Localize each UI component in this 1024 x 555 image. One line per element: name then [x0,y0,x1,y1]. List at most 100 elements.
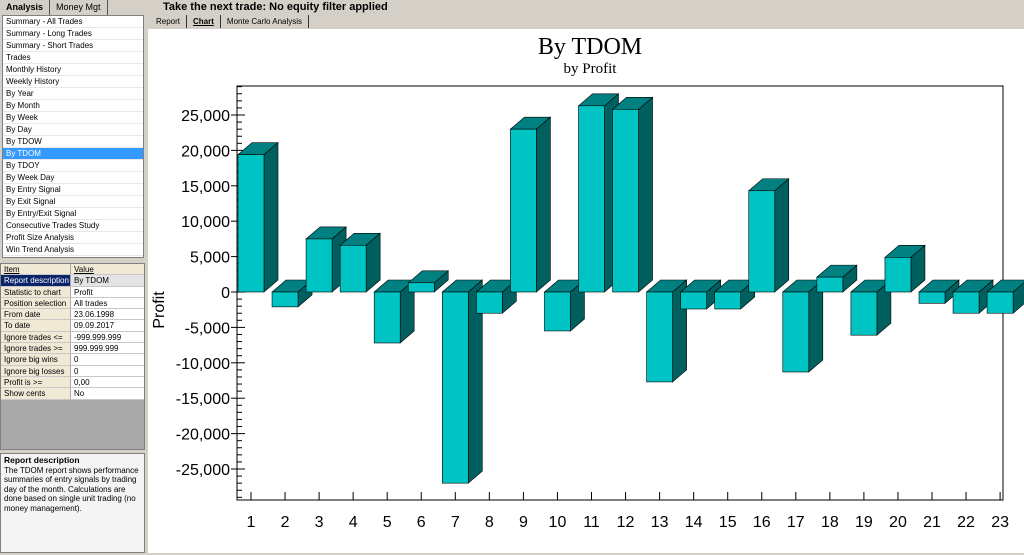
bar-side [263,141,279,293]
property-value[interactable]: -999.999.999 [71,331,144,343]
bar [748,190,776,293]
x-tick-label: 1 [247,514,256,531]
property-value[interactable]: 09.09.2017 [71,320,144,331]
chart-title: By TDOM [538,34,642,60]
property-value[interactable]: 0,00 [71,376,144,388]
bar [510,128,537,293]
y-tick-label: -15,000 [176,391,230,408]
description-title: Report description [4,455,80,465]
report-list[interactable]: Summary - All Trades Summary - Long Trade… [2,15,144,258]
nav-item[interactable]: Summary - Long Trades [3,28,143,40]
property-row[interactable]: Position selection All trades [1,297,144,310]
property-value[interactable]: 23.06.1998 [71,309,144,320]
nav-item[interactable]: Summary - All Trades [3,16,143,28]
nav-item[interactable]: By Month [3,100,143,112]
nav-item[interactable]: Trades [3,52,143,64]
y-tick-label: -25,000 [176,462,230,479]
nav-item[interactable]: Summary - Short Trades [3,40,143,52]
y-axis-label: Profit [151,291,168,329]
property-value[interactable]: All trades [71,297,144,309]
property-value[interactable]: Profit [71,286,144,297]
nav-item[interactable]: By TDOW [3,136,143,148]
x-tick-label: 22 [957,514,975,531]
x-tick-label: 11 [583,514,600,531]
grid-header: Item Value [1,264,144,276]
property-row[interactable]: Report description By TDOM [1,275,144,287]
property-row[interactable]: From date 23.06.1998 [1,309,144,321]
tab-report[interactable]: Report [150,15,188,28]
report-description-panel: Report description The TDOM report shows… [0,453,145,553]
nav-item[interactable]: By Entry/Exit Signal [3,208,143,220]
property-row[interactable]: Ignore trades >= 999.999.999 [1,343,144,355]
y-tick-label: -5,000 [185,320,230,337]
tab-monte-carlo-analysis[interactable]: Monte Carlo Analysis [221,15,310,28]
property-row[interactable]: To date 09.09.2017 [1,320,144,332]
property-value[interactable]: 0 [71,365,144,376]
property-name: From date [1,309,71,320]
property-row[interactable]: Statistic to chart Profit [1,286,144,298]
x-tick-label: 9 [519,514,528,531]
bar [237,154,265,293]
y-tick-label: 20,000 [181,143,230,160]
nav-item[interactable]: By Exit Signal [3,196,143,208]
header-item[interactable]: Item [1,264,71,275]
x-tick-label: 4 [349,514,358,531]
bar [612,109,639,293]
property-value[interactable]: No [71,388,144,399]
property-name: Statistic to chart [1,286,71,297]
tab-chart[interactable]: Chart [187,15,221,28]
x-tick-label: 13 [651,514,669,531]
header-value[interactable]: Value [71,264,144,275]
nav-item[interactable]: By Year [3,88,143,100]
nav-item[interactable]: Profit Size Analysis [3,232,143,244]
properties-grid[interactable]: Item Value Report description By TDOM Statis… [0,263,145,450]
property-name: Ignore trades <= [1,331,71,343]
nav-item[interactable]: By Week [3,112,143,124]
x-tick-label: 16 [753,514,771,531]
nav-item[interactable]: By Entry Signal [3,184,143,196]
property-row[interactable]: Ignore trades <= -999.999.999 [1,331,144,344]
property-row[interactable]: Profit is >= 0,00 [1,376,144,389]
property-row[interactable]: Ignore big losses 0 [1,365,144,377]
property-name: Report description [1,275,71,286]
property-name: Profit is >= [1,376,71,388]
bar [782,291,810,373]
bar [952,291,980,314]
property-row[interactable]: Ignore big wins 0 [1,354,144,366]
x-tick-label: 8 [485,514,494,531]
bar [407,282,435,293]
y-tick-label: 15,000 [181,179,230,196]
bar-side [774,178,790,293]
tab-money-mgt[interactable]: Money Mgt [50,0,108,15]
nav-item[interactable]: By TDOM [3,148,143,160]
property-name: Ignore trades >= [1,343,71,354]
nav-item[interactable]: By TDOY [3,160,143,172]
nav-item[interactable]: Monthly History [3,64,143,76]
y-tick-label: -10,000 [176,356,230,373]
bar [339,244,367,293]
bar [305,238,333,293]
property-value[interactable]: By TDOM [71,275,144,286]
property-name: Ignore big losses [1,365,71,376]
nav-item[interactable]: Win Trend Analysis [3,244,143,256]
x-tick-label: 15 [719,514,737,531]
x-tick-label: 14 [685,514,703,531]
property-name: Position selection [1,297,71,309]
property-row[interactable]: Show cents No [1,388,144,400]
nav-item[interactable]: By Day [3,124,143,136]
chart-tabs: Report Chart Monte Carlo Analysis [150,15,310,28]
property-name: Ignore big wins [1,354,71,365]
y-tick-label: 25,000 [181,108,230,125]
y-tick-label: 0 [221,285,230,302]
property-value[interactable]: 999.999.999 [71,343,144,354]
nav-item[interactable]: Weekly History [3,76,143,88]
nav-item[interactable]: By Week Day [3,172,143,184]
x-tick-label: 23 [991,514,1009,531]
nav-item[interactable]: Consecutive Trades Study [3,220,143,232]
bar [373,291,401,344]
tab-analysis[interactable]: Analysis [0,0,51,15]
property-value[interactable]: 0 [71,354,144,365]
chart-subtitle: by Profit [564,61,618,77]
x-tick-label: 7 [451,514,460,531]
